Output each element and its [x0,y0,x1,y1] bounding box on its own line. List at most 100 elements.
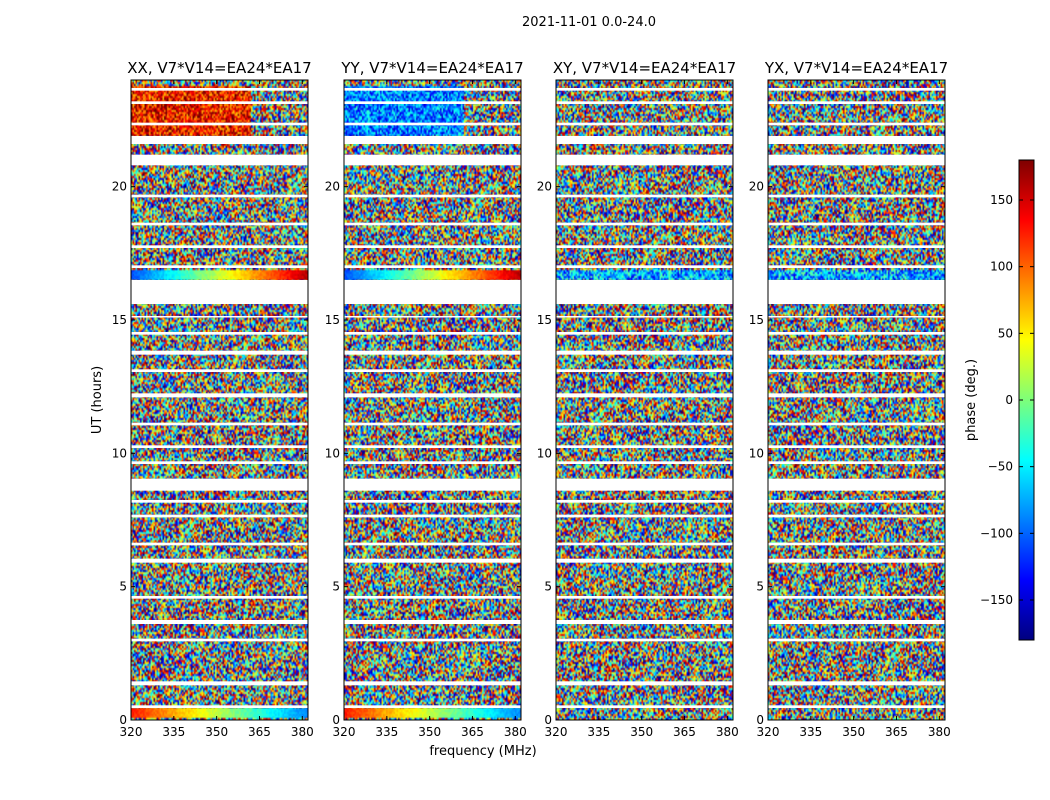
flagged-row [768,558,945,563]
flagged-row [131,222,308,226]
flagged-row [344,620,521,624]
colorbar-label: phase (deg.) [964,359,979,441]
y-tick-label: 15 [325,313,340,327]
y-tick-label: 20 [749,180,764,194]
flagged-row [768,461,945,464]
panel-heatmap [344,80,521,720]
flagged-row [556,558,733,563]
y-tick-label: 0 [119,713,127,727]
panel-1: YY, V7*V14=EA24*EA17 320 335 350 365 380 0 5 10 1… [325,59,527,739]
flagged-row [768,542,945,546]
flagged-row [556,681,733,686]
y-tick-label: 5 [756,580,764,594]
x-tick-label: 320 [545,725,568,739]
flagged-row [131,332,308,335]
flagged-row [768,194,945,198]
flagged-row [556,478,733,491]
flagged-row [556,194,733,198]
flagged-row [131,350,308,355]
flagged-row [556,245,733,248]
flagged-row [768,332,945,335]
flagged-row [768,596,945,599]
y-tick-label: 15 [537,313,552,327]
flagged-row [344,422,521,426]
figure-suptitle: 2021-11-01 0.0-24.0 [522,15,656,30]
flagged-row [556,316,733,318]
flagged-row [556,596,733,599]
y-tick-label: 10 [325,446,340,460]
flagged-row [768,265,945,268]
y-tick-label: 20 [325,180,340,194]
y-tick-label: 5 [332,580,340,594]
flagged-row [344,316,521,318]
panels-group: XX, V7*V14=EA24*EA17 320 335 350 365 380 0 5 10 1… [112,59,951,739]
colorbar-tick-label: −100 [980,526,1013,540]
colorbar-tick-label: −50 [988,460,1013,474]
flagged-row [556,369,733,372]
colorbar-tick-label: 150 [990,193,1013,207]
flagged-row [768,369,945,372]
flagged-row [768,500,945,503]
flagged-row [344,101,521,104]
flagged-row [344,332,521,335]
panel-3: YX, V7*V14=EA24*EA17 320 335 350 365 380 0 5 10 1… [749,59,951,739]
flagged-row [344,638,521,642]
flagged-row [556,332,733,335]
flagged-row [131,461,308,464]
colorbar-tick-label: 100 [990,260,1013,274]
flagged-row [131,245,308,248]
flagged-row [131,101,308,104]
y-tick-label: 20 [537,180,552,194]
flagged-row [556,122,733,126]
x-tick-label: 350 [418,725,441,739]
y-tick-label: 0 [544,713,552,727]
flagged-row [768,393,945,398]
flagged-row [344,596,521,599]
flagged-row [768,350,945,355]
flagged-row [556,280,733,304]
flagged-row [344,154,521,166]
panel-frame [555,79,734,721]
flagged-row [131,280,308,304]
flagged-row [344,350,521,355]
flagged-row [131,478,308,491]
x-tick-label: 320 [120,725,143,739]
flagged-row [556,542,733,546]
flagged-row [131,596,308,599]
flagged-row [556,222,733,226]
flagged-row [131,638,308,642]
x-tick-label: 380 [716,725,739,739]
flagged-row [131,316,308,318]
flagged-row [131,681,308,686]
flagged-row [768,101,945,104]
y-tick-label: 20 [112,180,127,194]
flagged-row [344,461,521,464]
flagged-row [768,136,945,144]
flagged-row [344,705,521,708]
flagged-row [131,88,308,91]
flagged-row [768,122,945,126]
flagged-row [131,445,308,448]
panel-2: XY, V7*V14=EA24*EA17 320 335 350 365 380 0 5 10 1… [537,59,739,739]
colorbar-tick-label: −150 [980,593,1013,607]
flagged-row [344,222,521,226]
panel-title: XX, V7*V14=EA24*EA17 [127,59,311,77]
flagged-row [131,558,308,563]
flagged-row [556,350,733,355]
flagged-row [768,280,945,304]
flagged-row [556,514,733,518]
flagged-row [344,500,521,503]
flagged-row [344,88,521,91]
flagged-row [768,88,945,91]
flagged-row [344,265,521,268]
flagged-row [556,705,733,708]
flagged-row [768,705,945,708]
flagged-row [344,245,521,248]
x-tick-label: 350 [630,725,653,739]
flagged-row [344,514,521,518]
x-tick-label: 335 [799,725,822,739]
colorbar-ticks: 150 100 50 0 −50 −100 −150 [980,193,1034,607]
x-axis-label: frequency (MHz) [429,744,536,759]
flagged-row [768,514,945,518]
y-tick-label: 10 [537,446,552,460]
